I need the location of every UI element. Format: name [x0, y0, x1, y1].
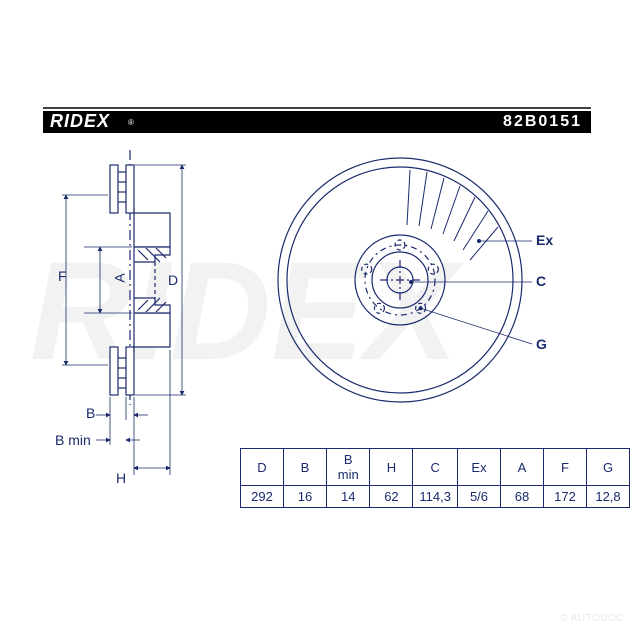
label-Bmin: B min	[55, 432, 91, 448]
side-view	[62, 150, 186, 475]
label-G: G	[536, 336, 547, 352]
label-A: A	[112, 273, 128, 282]
td-F: 172	[544, 486, 587, 508]
label-B: B	[86, 405, 95, 421]
th-F: F	[544, 449, 587, 486]
front-view	[278, 158, 532, 402]
th-D: D	[241, 449, 284, 486]
dimensions-table: D B B min H C Ex A F G 292 16 14 62 114,…	[240, 448, 630, 508]
label-D: D	[168, 272, 178, 288]
technical-drawing	[0, 0, 630, 630]
td-A: 68	[501, 486, 544, 508]
corner-watermark: © AUTODOC	[560, 613, 624, 624]
td-D: 292	[241, 486, 284, 508]
th-B: B	[284, 449, 327, 486]
th-Bmin: B min	[327, 449, 370, 486]
table-row: 292 16 14 62 114,3 5/6 68 172 12,8	[241, 486, 630, 508]
label-H: H	[116, 470, 126, 486]
th-C: C	[413, 449, 458, 486]
td-Bmin: 14	[327, 486, 370, 508]
th-H: H	[370, 449, 413, 486]
label-Ex: Ex	[536, 232, 553, 248]
disc-slots	[407, 170, 498, 260]
th-G: G	[587, 449, 630, 486]
td-Ex: 5/6	[458, 486, 501, 508]
td-H: 62	[370, 486, 413, 508]
th-A: A	[501, 449, 544, 486]
td-C: 114,3	[413, 486, 458, 508]
td-B: 16	[284, 486, 327, 508]
table-row: D B B min H C Ex A F G	[241, 449, 630, 486]
td-G: 12,8	[587, 486, 630, 508]
label-C: C	[536, 273, 546, 289]
th-Ex: Ex	[458, 449, 501, 486]
label-F: F	[58, 268, 67, 284]
